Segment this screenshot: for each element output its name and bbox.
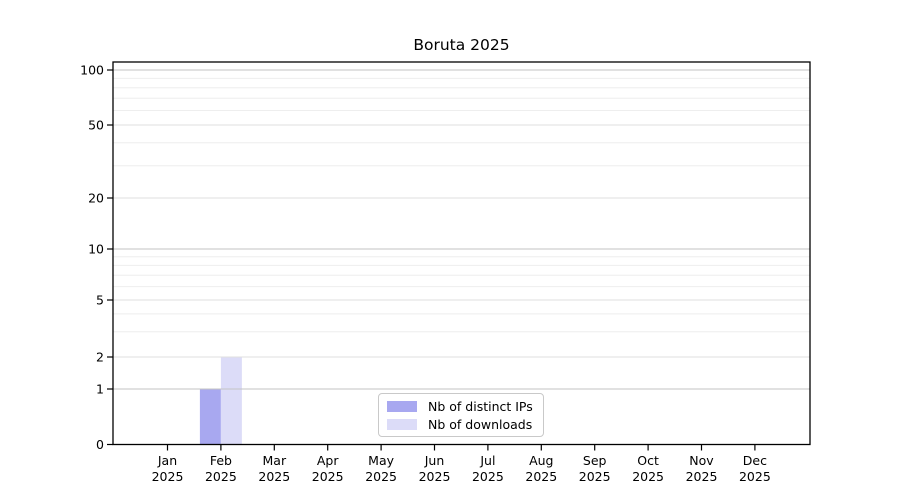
x-tick-label-year: 2025 bbox=[419, 469, 451, 484]
x-tick-label-month: Oct bbox=[637, 453, 659, 468]
chart-title: Boruta 2025 bbox=[413, 36, 510, 54]
x-tick-label-year: 2025 bbox=[205, 469, 237, 484]
x-tick-label-year: 2025 bbox=[739, 469, 771, 484]
plot-border bbox=[112, 61, 811, 446]
grid-layer bbox=[113, 69, 810, 390]
y-tick-label: 0 bbox=[96, 437, 104, 452]
x-tick-label-month: Nov bbox=[689, 453, 714, 468]
x-tick-label-year: 2025 bbox=[472, 469, 504, 484]
y-tick-label: 50 bbox=[88, 118, 104, 133]
x-tick-label-year: 2025 bbox=[258, 469, 290, 484]
x-tick-label-year: 2025 bbox=[152, 469, 184, 484]
legend-label-downloads: Nb of downloads bbox=[428, 416, 533, 432]
x-tick-label-month: Sep bbox=[583, 453, 607, 468]
bars-layer bbox=[199, 357, 242, 445]
x-tick-label-year: 2025 bbox=[632, 469, 664, 484]
legend-label-distinct-ips: Nb of distinct IPs bbox=[428, 398, 533, 414]
x-tick-label-month: Jan bbox=[157, 453, 177, 468]
x-tick-label-month: Apr bbox=[317, 453, 339, 468]
x-tick-label-month: Aug bbox=[529, 453, 553, 468]
axes-layer bbox=[107, 61, 811, 451]
y-tick-label: 100 bbox=[80, 63, 104, 78]
x-tick-label-month: Jul bbox=[479, 453, 495, 468]
x-tick-label-year: 2025 bbox=[686, 469, 718, 484]
legend-item-downloads: Nb of downloads bbox=[387, 416, 533, 432]
legend: Nb of distinct IPs Nb of downloads bbox=[378, 393, 544, 437]
y-tick-label: 2 bbox=[96, 350, 104, 365]
x-tick-label-month: Jun bbox=[424, 453, 445, 468]
legend-swatch-distinct-ips bbox=[387, 400, 417, 412]
y-tick-label: 1 bbox=[96, 382, 104, 397]
x-tick-label-month: Dec bbox=[743, 453, 767, 468]
bar-distinct-ips bbox=[199, 389, 221, 445]
x-tick-label-month: Mar bbox=[263, 453, 287, 468]
legend-item-distinct-ips: Nb of distinct IPs bbox=[387, 398, 533, 414]
y-tick-label: 10 bbox=[88, 242, 104, 257]
x-tick-label-year: 2025 bbox=[579, 469, 611, 484]
x-tick-label-month: May bbox=[368, 453, 394, 468]
x-tick-label-year: 2025 bbox=[365, 469, 397, 484]
y-tick-label: 5 bbox=[96, 293, 104, 308]
labels-layer: Jan2025Feb2025Mar2025Apr2025May2025Jun20… bbox=[80, 63, 771, 485]
x-tick-label-year: 2025 bbox=[525, 469, 557, 484]
y-tick-label: 20 bbox=[88, 191, 104, 206]
legend-swatch-downloads bbox=[387, 418, 417, 430]
x-tick-label-month: Feb bbox=[210, 453, 232, 468]
x-tick-label-year: 2025 bbox=[312, 469, 344, 484]
bar-downloads bbox=[220, 357, 242, 445]
